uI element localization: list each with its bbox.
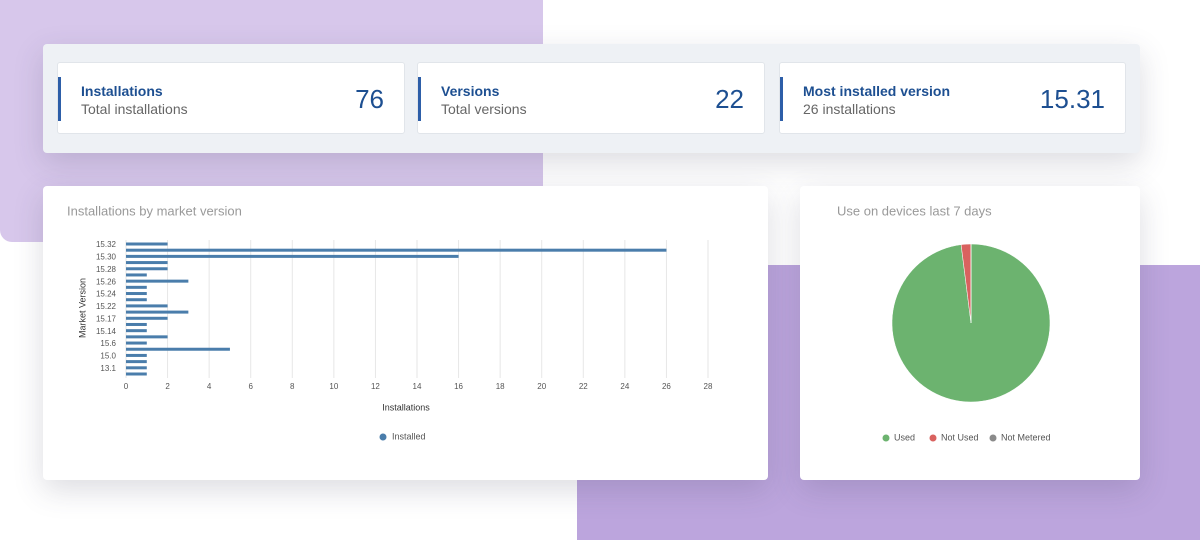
bar [126, 347, 230, 351]
y-tick-label: 15.28 [96, 265, 117, 274]
bar [126, 292, 147, 296]
legend-marker [882, 434, 890, 442]
y-tick-label: 15.22 [96, 302, 117, 311]
bar [126, 285, 147, 289]
chart-card [43, 186, 768, 480]
card-subtitle: Total installations [81, 101, 188, 117]
chart-title: Installations by market version [67, 203, 242, 218]
bar [126, 304, 168, 308]
legend-marker [379, 433, 387, 441]
x-tick-label: 28 [704, 382, 713, 391]
y-tick-label: 15.30 [96, 252, 117, 261]
x-tick-label: 26 [662, 382, 671, 391]
y-tick-label: 15.17 [96, 314, 117, 323]
x-tick-label: 14 [413, 382, 422, 391]
bar [126, 254, 459, 258]
x-tick-label: 6 [248, 382, 253, 391]
bar [126, 316, 168, 320]
x-tick-label: 24 [620, 382, 629, 391]
stat-card: Most installed version 26 installations … [779, 62, 1126, 134]
x-tick-label: 22 [579, 382, 588, 391]
bar [126, 372, 147, 376]
x-tick-label: 4 [207, 382, 212, 391]
card-value: 76 [355, 84, 384, 114]
bar [126, 366, 147, 370]
card-title: Installations [81, 83, 163, 99]
legend-label: Installed [392, 431, 426, 441]
bar [126, 329, 147, 333]
bar [126, 273, 147, 277]
bar [126, 242, 168, 246]
legend-marker [929, 434, 937, 442]
accent [780, 77, 783, 121]
y-tick-label: 15.14 [96, 327, 117, 336]
chart-title: Use on devices last 7 days [837, 203, 992, 218]
card-subtitle: 26 installations [803, 101, 896, 117]
y-tick-label: 13.1 [100, 364, 116, 373]
x-tick-label: 10 [329, 382, 338, 391]
legend-label: Not Metered [1001, 432, 1051, 442]
accent [418, 77, 421, 121]
bar [126, 335, 168, 339]
x-tick-label: 2 [165, 382, 170, 391]
bar [126, 267, 168, 271]
stat-card: Versions Total versions 22 [417, 62, 765, 134]
y-tick-label: 15.6 [100, 339, 116, 348]
bar [126, 261, 168, 265]
legend-label: Used [894, 432, 915, 442]
x-tick-label: 16 [454, 382, 463, 391]
accent [58, 77, 61, 121]
card-subtitle: Total versions [441, 101, 527, 117]
bar [126, 322, 147, 326]
x-tick-label: 12 [371, 382, 380, 391]
bar [126, 298, 147, 302]
x-tick-label: 8 [290, 382, 295, 391]
bar [126, 353, 147, 357]
bar [126, 279, 189, 283]
bar [126, 341, 147, 345]
bar [126, 248, 667, 252]
bar [126, 310, 189, 314]
card-title: Versions [441, 83, 500, 99]
legend-label: Not Used [941, 432, 979, 442]
card-title: Most installed version [803, 83, 951, 99]
y-axis-title: Market Version [77, 278, 87, 338]
card-value: 22 [715, 84, 744, 114]
x-tick-label: 0 [124, 382, 129, 391]
x-tick-label: 20 [537, 382, 546, 391]
y-tick-label: 15.32 [96, 240, 117, 249]
y-tick-label: 15.26 [96, 277, 117, 286]
y-tick-label: 15.0 [100, 352, 116, 361]
x-tick-label: 18 [496, 382, 505, 391]
y-tick-label: 15.24 [96, 290, 117, 299]
legend-marker [989, 434, 997, 442]
bar [126, 360, 147, 364]
x-axis-title: Installations [382, 402, 430, 412]
stat-card: Installations Total installations 76 [57, 62, 405, 134]
card-value: 15.31 [1039, 84, 1105, 114]
